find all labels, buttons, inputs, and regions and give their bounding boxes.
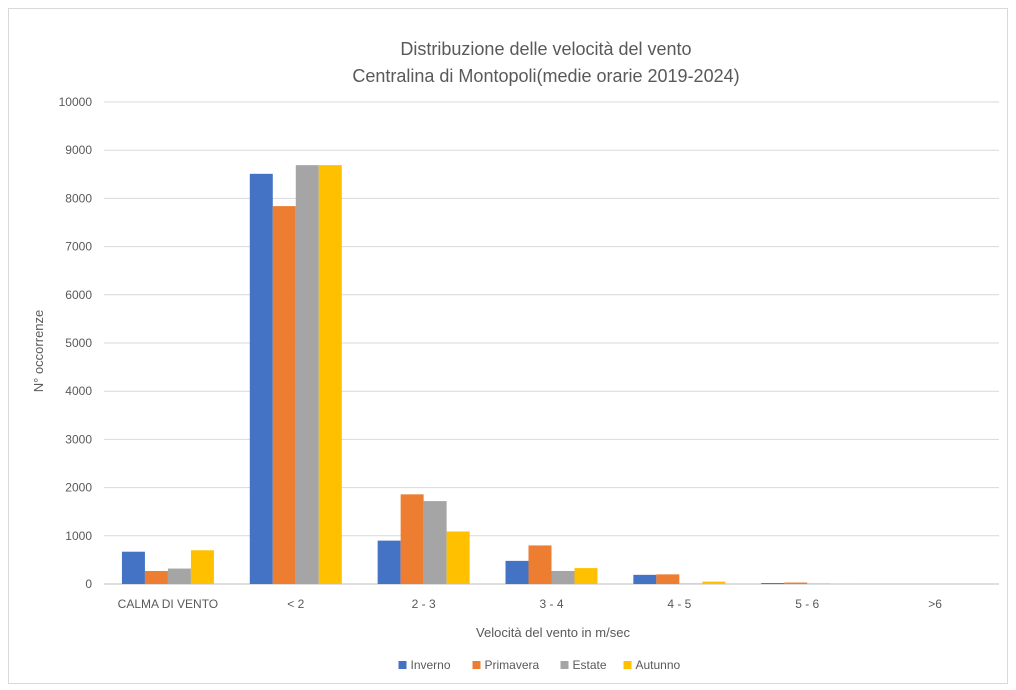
x-tick-label: 3 - 4	[539, 597, 563, 611]
y-tick-label: 1000	[65, 529, 92, 543]
bar-inverno	[633, 575, 656, 584]
legend: Inverno Primavera Estate Autunno	[399, 658, 681, 672]
bar-primavera	[784, 583, 807, 584]
x-tick-label: CALMA DI VENTO	[118, 597, 218, 611]
chart-frame: Distribuzione delle velocità del vento C…	[8, 8, 1008, 684]
y-tick-label: 7000	[65, 240, 92, 254]
bar-autunno	[447, 531, 470, 584]
bar-primavera	[273, 206, 296, 584]
x-tick-label: 5 - 6	[795, 597, 819, 611]
bar-inverno	[378, 541, 401, 584]
x-tick-label: >6	[928, 597, 942, 611]
y-tick-label: 10000	[59, 95, 93, 109]
bar-estate	[424, 501, 447, 584]
bar-autunno	[575, 568, 598, 584]
legend-swatch-primavera	[473, 661, 481, 669]
legend-label-inverno: Inverno	[411, 658, 451, 672]
legend-swatch-inverno	[399, 661, 407, 669]
y-tick-label: 6000	[65, 288, 92, 302]
bar-primavera	[529, 545, 552, 584]
bar-inverno	[250, 174, 273, 584]
legend-label-primavera: Primavera	[485, 658, 540, 672]
bar-estate	[296, 165, 319, 584]
bar-inverno	[506, 561, 529, 584]
bar-primavera	[401, 494, 424, 584]
bar-autunno	[191, 550, 214, 584]
bar-inverno	[761, 583, 784, 584]
y-tick-label: 9000	[65, 143, 92, 157]
bar-estate	[168, 569, 191, 584]
legend-swatch-autunno	[624, 661, 632, 669]
chart-subtitle: Centralina di Montopoli(medie orarie 201…	[352, 66, 739, 86]
y-tick-label: 8000	[65, 191, 92, 205]
legend-label-estate: Estate	[573, 658, 607, 672]
x-axis-label: Velocità del vento in m/sec	[476, 625, 630, 640]
chart: Distribuzione delle velocità del vento C…	[9, 9, 1009, 685]
gridlines	[104, 102, 999, 584]
x-tick-label: 4 - 5	[667, 597, 691, 611]
x-tick-label: 2 - 3	[412, 597, 436, 611]
y-tick-label: 3000	[65, 432, 92, 446]
legend-swatch-estate	[561, 661, 569, 669]
bars	[122, 165, 853, 584]
bar-primavera	[656, 574, 679, 584]
y-axis-ticks: 0 1000 2000 3000 4000 5000 6000 7000 8000 9000 100…	[59, 95, 93, 591]
bar-primavera	[145, 571, 168, 584]
x-tick-label: < 2	[287, 597, 304, 611]
x-axis-ticks: CALMA DI VENTO < 2 2 - 3 3 - 4 4 - 5 5 - 6 >6	[118, 597, 943, 611]
bar-autunno	[702, 582, 725, 584]
legend-label-autunno: Autunno	[636, 658, 681, 672]
y-tick-label: 2000	[65, 481, 92, 495]
y-tick-label: 4000	[65, 384, 92, 398]
y-tick-label: 0	[85, 577, 92, 591]
y-axis-label: N° occorrenze	[31, 310, 46, 393]
chart-title: Distribuzione delle velocità del vento	[400, 39, 691, 59]
bar-inverno	[122, 552, 145, 584]
y-tick-label: 5000	[65, 336, 92, 350]
bar-autunno	[319, 165, 342, 584]
bar-estate	[552, 571, 575, 584]
